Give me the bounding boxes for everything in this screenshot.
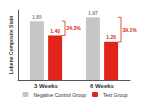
svg-text:1.40: 1.40 — [50, 28, 60, 34]
svg-text:1.85: 1.85 — [32, 14, 42, 20]
svg-text:6 Weeks: 6 Weeks — [90, 83, 115, 89]
svg-text:Negative Control Group: Negative Control Group — [34, 92, 87, 98]
svg-text:Test Group: Test Group — [103, 92, 128, 98]
svg-text:24.3%: 24.3% — [67, 25, 82, 31]
svg-text:Lobene Composite Stain: Lobene Composite Stain — [8, 16, 14, 75]
svg-text:39.1%: 39.1% — [123, 27, 138, 33]
svg-text:1.20: 1.20 — [106, 34, 116, 40]
svg-text:3 Weeks: 3 Weeks — [34, 83, 59, 89]
svg-text:1.97: 1.97 — [88, 10, 98, 16]
